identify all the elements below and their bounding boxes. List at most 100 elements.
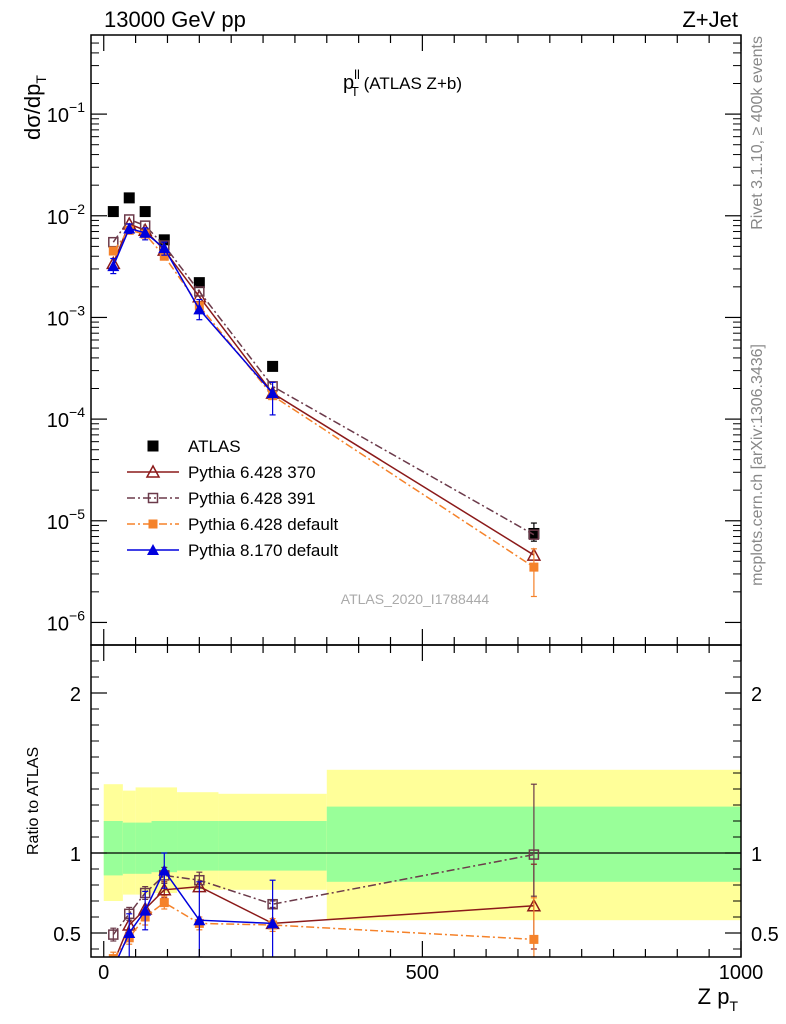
legend: ATLAS Pythia 6.428 370 Pythia 6.428 391 Pyt…	[127, 437, 339, 560]
legend-marker	[147, 440, 159, 452]
ratio-frame	[90, 644, 742, 958]
ratio-series-pythia-8-170-default	[117, 852, 279, 957]
legend-item-pythia-6-428-default: Pythia 6.428 default	[127, 515, 339, 534]
ratio-xtick-label: 0	[98, 962, 109, 984]
main-ytick-base: 10	[47, 410, 69, 432]
main-series-pythia-8-170-default	[107, 222, 279, 416]
main-line-pythia-6-428-370	[112, 223, 535, 556]
ratio-ytick-label-right: 1	[751, 844, 762, 866]
main-point-pythia-6-428-default	[108, 246, 118, 256]
ratio-ytick-label-left: 1	[70, 844, 81, 866]
main-title-sub: T	[351, 84, 359, 99]
main-point-pythia-6-428-391	[194, 286, 205, 297]
ratio-xtick-label: 1000	[719, 962, 764, 984]
main-ylabel-main: dσ/dp	[20, 84, 45, 140]
ratio-point-pythia-6-428-370	[157, 882, 172, 896]
main-point-atlas	[107, 206, 119, 218]
ratio-point-pythia-6-428-391	[108, 929, 119, 940]
main-ylabel: dσ/dpT	[20, 75, 49, 140]
legend-item-pythia-6-428-391: Pythia 6.428 391	[127, 489, 316, 508]
main-title: pll T (ATLAS Z+b)	[343, 67, 462, 99]
main-title-rest: (ATLAS Z+b)	[359, 74, 462, 93]
ratio-inner-band	[218, 821, 327, 871]
ratio-point-pythia-8-170-default	[193, 914, 206, 926]
ratio-point-pythia-6-428-default	[108, 954, 118, 957]
main-line-pythia-6-428-391	[112, 218, 535, 536]
main-ytick-exp: −4	[69, 404, 85, 420]
ratio-ytick-label-left: 2	[70, 684, 81, 706]
legend-item-pythia-8-170-default: Pythia 8.170 default	[127, 541, 339, 560]
ratio-point-pythia-6-428-default	[529, 934, 539, 944]
legend-item-pythia-6-428-370: Pythia 6.428 370	[127, 463, 316, 482]
ratio-ytick-label-right: 2	[751, 684, 762, 706]
main-point-atlas	[158, 234, 170, 246]
ratio-xtick-label: 500	[406, 962, 439, 984]
main-point-atlas	[267, 360, 279, 372]
main-series-pythia-6-428-370	[106, 216, 542, 561]
main-point-pythia-6-428-default	[159, 251, 169, 261]
ratio-inner-band	[122, 822, 136, 874]
main-title-main: p	[343, 72, 354, 94]
main-series-atlas	[107, 192, 540, 542]
ratio-xlabel-sub: T	[729, 998, 738, 1014]
main-point-pythia-6-428-default	[529, 562, 539, 572]
main-point-pythia-8-170-default	[123, 222, 136, 234]
analysis-watermark: ATLAS_2020_I1788444	[341, 591, 490, 607]
rivet-version-label: Rivet 3.1.10, ≥ 400k events	[749, 36, 766, 230]
header-right-label: Z+Jet	[682, 7, 738, 32]
legend-label: Pythia 6.428 391	[188, 489, 316, 508]
ratio-xlabel: Z pT	[698, 984, 739, 1014]
legend-label: Pythia 6.428 370	[188, 463, 316, 482]
main-point-atlas	[193, 277, 205, 289]
main-point-pythia-8-170-default	[158, 242, 171, 254]
main-point-pythia-6-428-391	[528, 529, 540, 540]
main-ytick-exp: −3	[69, 302, 85, 318]
ratio-point-pythia-8-170-default	[158, 864, 171, 876]
ratio-point-pythia-6-428-default	[159, 898, 169, 908]
ratio-panel: 0.5 0.5 1 1 2 2 0 500 1000 Ratio to ATLAS Z pT	[25, 644, 779, 1014]
legend-label: ATLAS	[188, 437, 241, 456]
main-ylabel-sub: T	[33, 75, 49, 84]
main-point-pythia-8-170-default	[139, 226, 152, 238]
main-ytick-exp: −5	[69, 506, 85, 522]
main-point-pythia-8-170-default	[266, 387, 279, 399]
main-point-atlas	[528, 527, 540, 539]
main-ytick-label: 10−6	[47, 607, 85, 635]
header-left-label: 13000 GeV pp	[104, 7, 246, 32]
main-line-pythia-8-170-default	[112, 227, 274, 394]
main-point-atlas	[123, 192, 135, 204]
ratio-ytick-label-left: 0.5	[53, 924, 81, 946]
main-point-pythia-8-170-default	[193, 303, 206, 315]
main-ytick-base: 10	[47, 512, 69, 534]
legend-marker	[145, 464, 161, 478]
main-ytick-label: 10−3	[47, 302, 85, 330]
mcplots-label: mcplots.cern.ch [arXiv:1306.3436]	[749, 344, 766, 586]
main-ytick-base: 10	[47, 207, 69, 229]
legend-marker	[148, 519, 158, 529]
ratio-inner-band	[135, 822, 152, 874]
main-ytick-label: 10−2	[47, 201, 85, 229]
ratio-point-pythia-8-170-default	[266, 917, 279, 929]
main-title-sup: ll	[354, 67, 360, 82]
ratio-ytick-label-right: 0.5	[751, 924, 779, 946]
ratio-point-pythia-8-170-default	[139, 904, 152, 916]
ratio-xlabel-main: Z p	[698, 984, 730, 1009]
main-point-pythia-8-170-default	[107, 260, 120, 272]
ratio-line-pythia-8-170-default	[117, 869, 273, 957]
legend-marker	[147, 544, 159, 555]
ratio-inner-band	[177, 821, 219, 871]
ratio-point-pythia-8-170-default	[123, 927, 136, 938]
main-ytick-exp: −2	[69, 201, 85, 217]
legend-label: Pythia 6.428 default	[188, 515, 339, 534]
main-ytick-base: 10	[47, 308, 69, 330]
main-ytick-base: 10	[47, 105, 69, 127]
main-point-atlas	[139, 206, 151, 218]
main-ytick-label: 10−4	[47, 404, 85, 432]
main-panel: 10−610−510−410−310−210−1 dσ/dpT pll T (AT…	[20, 34, 742, 646]
ratio-inner-band	[103, 821, 123, 876]
main-ytick-label: 10−1	[47, 99, 85, 127]
ratio-ylabel: Ratio to ATLAS	[25, 747, 42, 855]
main-ytick-base: 10	[47, 613, 69, 635]
main-ytick-label: 10−5	[47, 506, 85, 534]
